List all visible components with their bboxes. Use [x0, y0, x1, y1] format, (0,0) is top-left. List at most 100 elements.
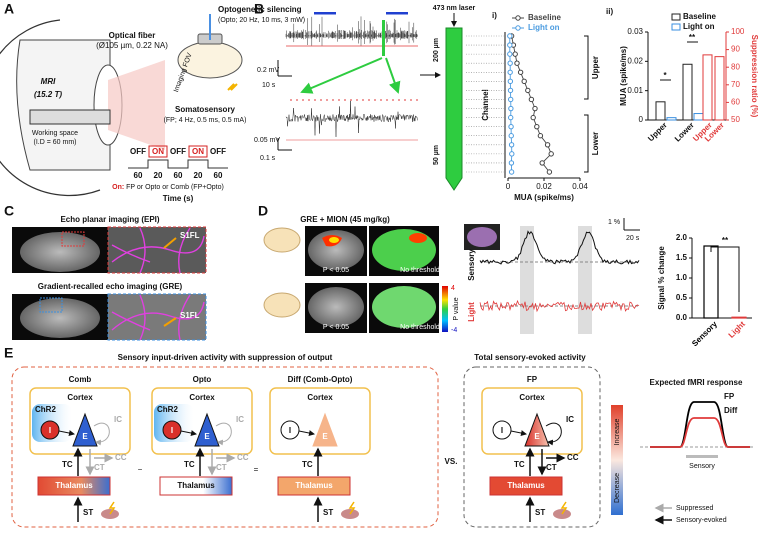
- ct-label: CT: [216, 463, 227, 472]
- colorbar-min: -4: [451, 327, 457, 334]
- timeline-duration: 20: [194, 171, 203, 180]
- timeline-state: OFF: [170, 147, 186, 156]
- laser-label: 473 nm laser: [433, 5, 476, 12]
- y-axis-label: MUA (spike/ms): [619, 46, 628, 106]
- panel-sublabel: ii): [606, 7, 613, 16]
- space-spec: (I.D = 60 mm): [34, 139, 77, 146]
- category-label: Light: [727, 319, 747, 339]
- st-label: ST: [323, 508, 333, 517]
- stim-band: [578, 226, 592, 334]
- profile-point: [534, 123, 540, 130]
- stim-bar: [686, 455, 718, 458]
- profile-point: [514, 60, 520, 66]
- category-label: Upper: [646, 121, 669, 144]
- tc-label: TC: [184, 460, 195, 469]
- roi-box: [39, 297, 63, 313]
- response-sensory: Sensory: [689, 463, 715, 470]
- panel-label: A: [4, 1, 14, 17]
- cortex-label: Cortex: [189, 393, 215, 402]
- colorbar: [442, 286, 448, 332]
- map: [372, 229, 436, 271]
- legend-swatch: [671, 13, 681, 21]
- region-arrow: [163, 317, 177, 327]
- legend-evoked: Sensory-evoked: [676, 517, 727, 524]
- ct-label: CT: [94, 463, 105, 472]
- circuit-title: FP: [527, 375, 538, 384]
- response-diff: Diff: [724, 406, 738, 415]
- y-tick-label: 1.0: [676, 273, 688, 282]
- decrease-label: Decrease: [614, 473, 621, 503]
- connection: [510, 430, 527, 436]
- timeline-state: ON: [192, 147, 204, 156]
- channel-axis: Channel: [481, 89, 490, 121]
- circuit-title: Diff (Comb-Opto): [288, 375, 353, 384]
- trace-label: Sensory: [467, 249, 476, 281]
- cortex-label: Cortex: [307, 393, 333, 402]
- category-label: Sensory: [690, 319, 719, 348]
- increase-label: Increase: [614, 418, 621, 445]
- opto-spec: (Opto; 20 Hz, 10 ms, 3 mW): [218, 17, 305, 24]
- panel-a: A MRI (15.2 T) Optical fiber (Ø105 µm, 0…: [0, 1, 305, 203]
- excitatory-label: E: [534, 432, 540, 441]
- bar: [693, 113, 704, 121]
- interneuron-label: I: [289, 426, 291, 435]
- threshold-label: No threshold: [400, 324, 440, 331]
- connection: [180, 430, 197, 436]
- stim-band: [520, 226, 534, 334]
- group-box: [11, 366, 439, 528]
- mri-label: MRI: [41, 77, 56, 86]
- colorbar-max: 4: [451, 285, 455, 292]
- cortex-label: Cortex: [519, 393, 545, 402]
- profile-point: [507, 60, 513, 66]
- brain: [20, 298, 100, 338]
- panel-d: D GRE + MION (45 mg/kg) P < 0.05 No thre…: [258, 203, 640, 334]
- brain-icon: [263, 227, 301, 253]
- y2-tick-label: 70: [731, 80, 740, 89]
- zoom-window: [382, 20, 385, 56]
- scale-v: 0.05 mV: [254, 137, 280, 144]
- ic-label: IC: [236, 415, 244, 424]
- laser-bar: [386, 12, 408, 15]
- cc-label: CC: [115, 453, 127, 462]
- excitatory: [72, 412, 98, 447]
- e-left-title: Sensory input-driven activity with suppr…: [118, 353, 333, 362]
- st-label: ST: [535, 508, 545, 517]
- timeline-duration: 60: [134, 171, 143, 180]
- profile-point: [508, 133, 514, 139]
- ratio-bar: [714, 56, 725, 121]
- y-axis-label: Signal % change: [657, 246, 666, 310]
- colorbar-label: P value: [453, 297, 460, 320]
- zoom-arrow: [300, 57, 383, 94]
- trace: [285, 16, 418, 46]
- e-right-title: Total sensory-evoked activity: [474, 353, 586, 362]
- circuit-title: Comb: [69, 375, 92, 384]
- fmri-traces: [479, 230, 640, 313]
- profile-point: [507, 69, 513, 75]
- y-tick-label: 0.01: [627, 86, 643, 95]
- change-bar: [611, 405, 623, 515]
- connection: [298, 430, 315, 436]
- profile-point: [508, 105, 514, 112]
- legend-swatch: [515, 25, 521, 31]
- legend-label: Baseline: [683, 12, 716, 21]
- on-box: [148, 145, 168, 158]
- y-tick-label: 2.0: [676, 233, 688, 242]
- excitatory-label: E: [204, 432, 210, 441]
- profile-point: [544, 142, 551, 148]
- ic-loop: [93, 422, 110, 446]
- x-tick-label: 0.04: [572, 182, 588, 191]
- y-tick-label: 0.02: [627, 56, 643, 65]
- y2-axis-label: Suppression ratio (%): [750, 35, 759, 118]
- legend-label: Light on: [528, 23, 560, 32]
- fiber-title: Optical fiber: [109, 31, 156, 40]
- ic-label: IC: [566, 415, 574, 424]
- interneuron-label: I: [171, 426, 173, 435]
- chr2-label: ChR2: [35, 405, 56, 414]
- scale-t: 10 s: [262, 82, 276, 89]
- thalamus-label: Thalamus: [55, 481, 93, 490]
- legend-label: Light on: [683, 22, 715, 31]
- x-tick-label: 0: [506, 182, 511, 191]
- interneuron: [280, 420, 300, 440]
- chr2-label: ChR2: [157, 405, 178, 414]
- ic-loop: [545, 422, 562, 446]
